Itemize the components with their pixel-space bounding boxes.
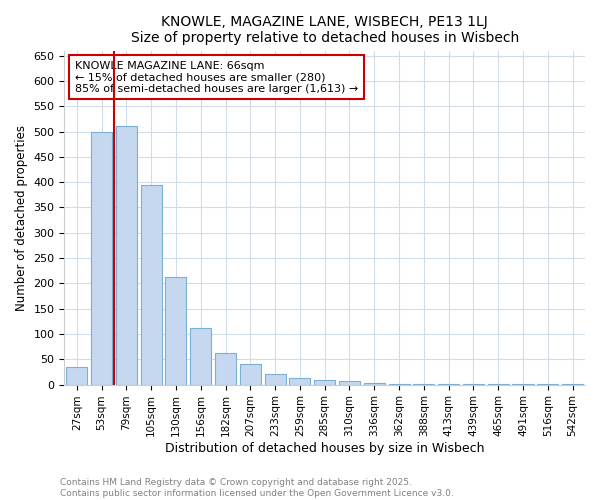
Bar [289, 378, 310, 384]
Text: KNOWLE MAGAZINE LANE: 66sqm
← 15% of detached houses are smaller (280)
85% of se: KNOWLE MAGAZINE LANE: 66sqm ← 15% of det… [75, 60, 358, 94]
Bar [116, 126, 137, 384]
Bar [240, 364, 261, 384]
Bar [66, 367, 88, 384]
Bar [364, 382, 385, 384]
Bar [215, 352, 236, 384]
Bar [314, 380, 335, 384]
X-axis label: Distribution of detached houses by size in Wisbech: Distribution of detached houses by size … [165, 442, 484, 455]
Bar [265, 374, 286, 384]
Bar [166, 277, 187, 384]
Bar [140, 184, 162, 384]
Y-axis label: Number of detached properties: Number of detached properties [15, 124, 28, 310]
Title: KNOWLE, MAGAZINE LANE, WISBECH, PE13 1LJ
Size of property relative to detached h: KNOWLE, MAGAZINE LANE, WISBECH, PE13 1LJ… [131, 15, 519, 45]
Bar [339, 380, 360, 384]
Bar [190, 328, 211, 384]
Bar [91, 132, 112, 384]
Text: Contains HM Land Registry data © Crown copyright and database right 2025.
Contai: Contains HM Land Registry data © Crown c… [60, 478, 454, 498]
